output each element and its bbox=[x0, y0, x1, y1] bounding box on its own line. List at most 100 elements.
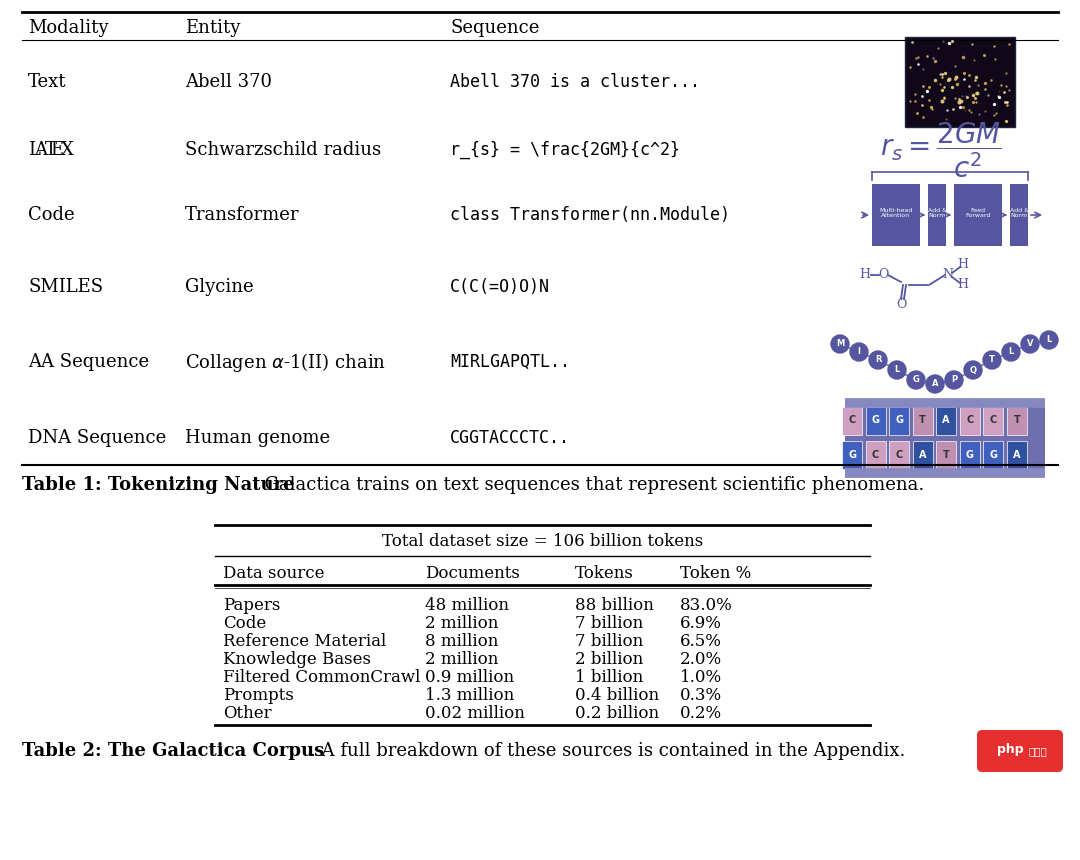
Circle shape bbox=[983, 351, 1001, 369]
Text: Code: Code bbox=[28, 206, 75, 224]
Text: DNA Sequence: DNA Sequence bbox=[28, 429, 166, 447]
FancyBboxPatch shape bbox=[983, 441, 1003, 469]
Text: 1.3 million: 1.3 million bbox=[426, 686, 514, 703]
Text: 0.2%: 0.2% bbox=[680, 704, 723, 722]
Text: 6.5%: 6.5% bbox=[680, 632, 721, 649]
Text: C: C bbox=[849, 415, 855, 425]
FancyBboxPatch shape bbox=[842, 441, 862, 469]
Text: class Transformer(nn.Module): class Transformer(nn.Module) bbox=[450, 206, 730, 224]
Text: L$\!\!$A$\!$T$\!\!$E$\!$X: L$\!\!$A$\!$T$\!\!$E$\!$X bbox=[28, 141, 76, 159]
Text: H: H bbox=[958, 259, 969, 272]
Text: O: O bbox=[895, 298, 906, 311]
Text: 0.3%: 0.3% bbox=[680, 686, 723, 703]
Circle shape bbox=[1021, 335, 1039, 353]
Text: T: T bbox=[919, 415, 926, 425]
Text: Add &
Norm: Add & Norm bbox=[1010, 207, 1028, 218]
Text: T: T bbox=[943, 450, 949, 460]
Text: G: G bbox=[848, 450, 856, 460]
Text: I: I bbox=[858, 347, 861, 357]
Text: Human genome: Human genome bbox=[185, 429, 330, 447]
FancyBboxPatch shape bbox=[977, 730, 1063, 772]
FancyBboxPatch shape bbox=[954, 184, 1002, 246]
Text: H: H bbox=[860, 268, 870, 281]
Text: Table 2: The Galactica Corpus: Table 2: The Galactica Corpus bbox=[22, 742, 324, 760]
Text: C: C bbox=[989, 415, 997, 425]
Circle shape bbox=[964, 361, 982, 379]
Text: 中文网: 中文网 bbox=[1028, 746, 1048, 756]
Text: 8 million: 8 million bbox=[426, 632, 498, 649]
Text: 0.02 million: 0.02 million bbox=[426, 704, 525, 722]
Text: C: C bbox=[967, 415, 973, 425]
Text: Other: Other bbox=[222, 704, 272, 722]
Text: SMILES: SMILES bbox=[28, 278, 103, 296]
Text: N: N bbox=[943, 268, 954, 281]
Text: Token %: Token % bbox=[680, 564, 752, 581]
FancyBboxPatch shape bbox=[983, 407, 1003, 435]
Text: L: L bbox=[1047, 335, 1052, 345]
Text: 6.9%: 6.9% bbox=[680, 615, 721, 631]
Circle shape bbox=[926, 375, 944, 393]
FancyBboxPatch shape bbox=[845, 403, 1045, 473]
Circle shape bbox=[907, 371, 924, 389]
Text: Glycine: Glycine bbox=[185, 278, 254, 296]
Text: 83.0%: 83.0% bbox=[680, 597, 732, 613]
Text: C: C bbox=[872, 450, 879, 460]
Text: CGGTACCCTC..: CGGTACCCTC.. bbox=[450, 429, 570, 447]
Text: AA Sequence: AA Sequence bbox=[28, 353, 149, 371]
Text: Modality: Modality bbox=[28, 19, 108, 37]
Text: Multi-head
Attention: Multi-head Attention bbox=[879, 207, 913, 218]
Text: Total dataset size = 106 billion tokens: Total dataset size = 106 billion tokens bbox=[382, 533, 703, 550]
Text: r_{s} = \frac{2GM}{c^2}: r_{s} = \frac{2GM}{c^2} bbox=[450, 141, 680, 159]
Text: A: A bbox=[1013, 450, 1021, 460]
Text: . A full breakdown of these sources is contained in the Appendix.: . A full breakdown of these sources is c… bbox=[310, 742, 905, 760]
Text: Code: Code bbox=[222, 615, 267, 631]
Text: G: G bbox=[872, 415, 879, 425]
FancyBboxPatch shape bbox=[865, 407, 886, 435]
Circle shape bbox=[1002, 343, 1020, 361]
FancyBboxPatch shape bbox=[913, 407, 933, 435]
Circle shape bbox=[888, 361, 906, 379]
Text: 7 billion: 7 billion bbox=[575, 632, 644, 649]
Text: 0.4 billion: 0.4 billion bbox=[575, 686, 659, 703]
FancyBboxPatch shape bbox=[905, 37, 1015, 127]
Text: Q: Q bbox=[970, 366, 976, 374]
FancyBboxPatch shape bbox=[1007, 407, 1027, 435]
Text: Entity: Entity bbox=[185, 19, 241, 37]
Text: M: M bbox=[836, 340, 845, 348]
Text: Documents: Documents bbox=[426, 564, 519, 581]
Text: Add &
Norm: Add & Norm bbox=[928, 207, 946, 218]
Text: V: V bbox=[1027, 340, 1034, 348]
Text: 2 million: 2 million bbox=[426, 650, 498, 667]
Circle shape bbox=[869, 351, 887, 369]
Text: T: T bbox=[1013, 415, 1021, 425]
Text: 0.2 billion: 0.2 billion bbox=[575, 704, 659, 722]
Circle shape bbox=[850, 343, 868, 361]
Text: 1 billion: 1 billion bbox=[575, 668, 644, 685]
FancyBboxPatch shape bbox=[1007, 441, 1027, 469]
Text: Data source: Data source bbox=[222, 564, 324, 581]
Text: php: php bbox=[997, 744, 1024, 757]
Text: Sequence: Sequence bbox=[450, 19, 539, 37]
Text: Filtered CommonCrawl: Filtered CommonCrawl bbox=[222, 668, 420, 685]
Text: 2.0%: 2.0% bbox=[680, 650, 723, 667]
Text: Knowledge Bases: Knowledge Bases bbox=[222, 650, 372, 667]
Text: 1.0%: 1.0% bbox=[680, 668, 723, 685]
Text: A: A bbox=[932, 379, 939, 389]
Text: Reference Material: Reference Material bbox=[222, 632, 387, 649]
Text: . Galactica trains on text sequences that represent scientific phenomena.: . Galactica trains on text sequences tha… bbox=[253, 476, 924, 494]
Text: G: G bbox=[913, 376, 919, 384]
Text: Schwarzschild radius: Schwarzschild radius bbox=[185, 141, 381, 159]
Text: Text: Text bbox=[28, 73, 67, 91]
Text: G: G bbox=[966, 450, 974, 460]
Circle shape bbox=[831, 335, 849, 353]
Circle shape bbox=[1040, 331, 1058, 349]
Text: Transformer: Transformer bbox=[185, 206, 299, 224]
FancyBboxPatch shape bbox=[889, 407, 909, 435]
FancyBboxPatch shape bbox=[936, 407, 956, 435]
FancyBboxPatch shape bbox=[1010, 184, 1028, 246]
Text: Abell 370 is a cluster...: Abell 370 is a cluster... bbox=[450, 73, 700, 91]
Text: 48 million: 48 million bbox=[426, 597, 509, 613]
FancyBboxPatch shape bbox=[936, 441, 956, 469]
Circle shape bbox=[945, 371, 963, 389]
Text: R: R bbox=[875, 355, 881, 365]
